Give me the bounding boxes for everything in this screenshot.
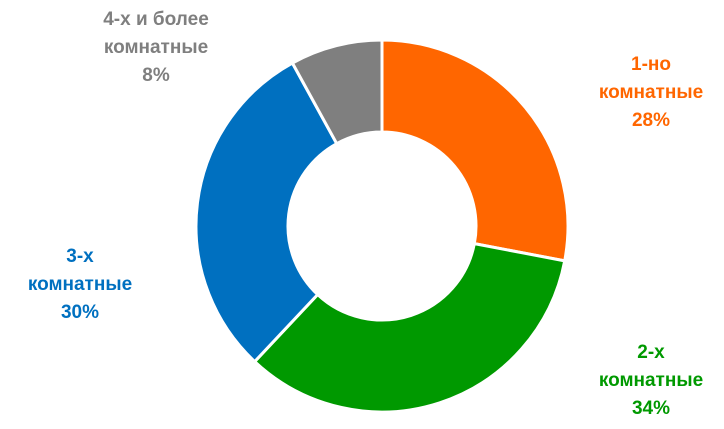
slice-category-label: 4-х и более [103,9,209,30]
slice-label-1: 1-но комнатные 28% [599,54,703,131]
donut-slice-3 [194,60,339,364]
donut-slices [194,38,570,414]
slice-label-3: 3-х комнатные 30% [28,246,132,323]
slice-label-4: 4-х и более комнатные 8% [103,9,209,86]
donut-slice-4 [290,38,384,146]
slice-category-label: 1-но [631,54,671,75]
slice-category-label: комнатные [599,370,703,391]
slice-label-2: 2-х комнатные 34% [599,342,703,419]
slice-category-label: комнатные [104,37,208,58]
slice-category-label: 2-х [637,342,665,363]
slice-category-label: 3-х [66,246,94,267]
slice-category-label: комнатные [599,82,703,103]
slice-value-label: 30% [61,302,99,323]
slice-labels: 1-но комнатные 28% 2-х комнатные 34% 3-х комнат… [28,9,703,419]
donut-slice-2 [252,241,567,414]
slice-value-label: 34% [632,398,670,419]
slice-value-label: 28% [632,110,670,131]
slice-value-label: 8% [142,65,170,86]
slice-category-label: комнатные [28,274,132,295]
donut-slice-1 [380,38,570,263]
